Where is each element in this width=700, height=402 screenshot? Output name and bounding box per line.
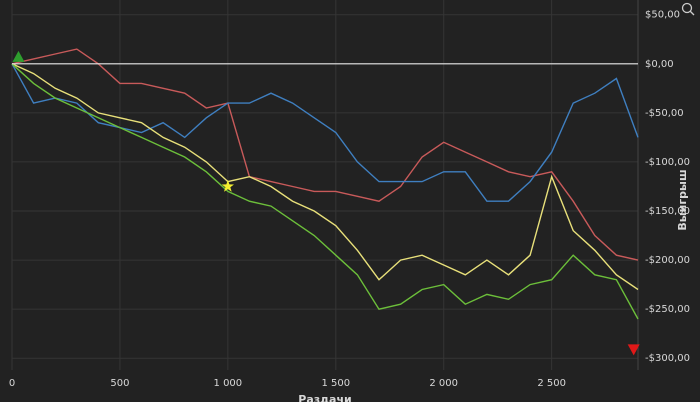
series-line (11, 63, 639, 291)
zoom-handle (689, 10, 695, 16)
zoom-icon[interactable] (681, 2, 695, 16)
y-tick-label: $0,00 (645, 59, 674, 70)
y-tick-label: -$100,00 (645, 157, 690, 168)
x-tick-label: 500 (110, 378, 129, 389)
y-tick-label: $50,00 (645, 10, 680, 21)
x-tick-label: 1 000 (214, 378, 243, 389)
x-tick-label: 2 500 (537, 378, 566, 389)
x-axis-label: Раздачи (298, 393, 351, 402)
x-tick-label: 0 (9, 378, 15, 389)
series-line (11, 63, 639, 202)
series-line (11, 63, 639, 320)
marker (12, 50, 25, 62)
x-tick-label: 2 000 (429, 378, 458, 389)
y-tick-label: -$250,00 (645, 304, 690, 315)
y-tick-label: -$300,00 (645, 353, 690, 364)
x-tick-label: 1 500 (321, 378, 350, 389)
y-axis-label: Выигрыш (676, 169, 689, 230)
marker (221, 180, 234, 192)
zoom-lens (681, 2, 693, 14)
y-tick-label: -$200,00 (645, 255, 690, 266)
y-tick-label: -$50,00 (645, 108, 684, 119)
y-tick-label: -$150,00 (645, 206, 690, 217)
marker (627, 344, 640, 356)
